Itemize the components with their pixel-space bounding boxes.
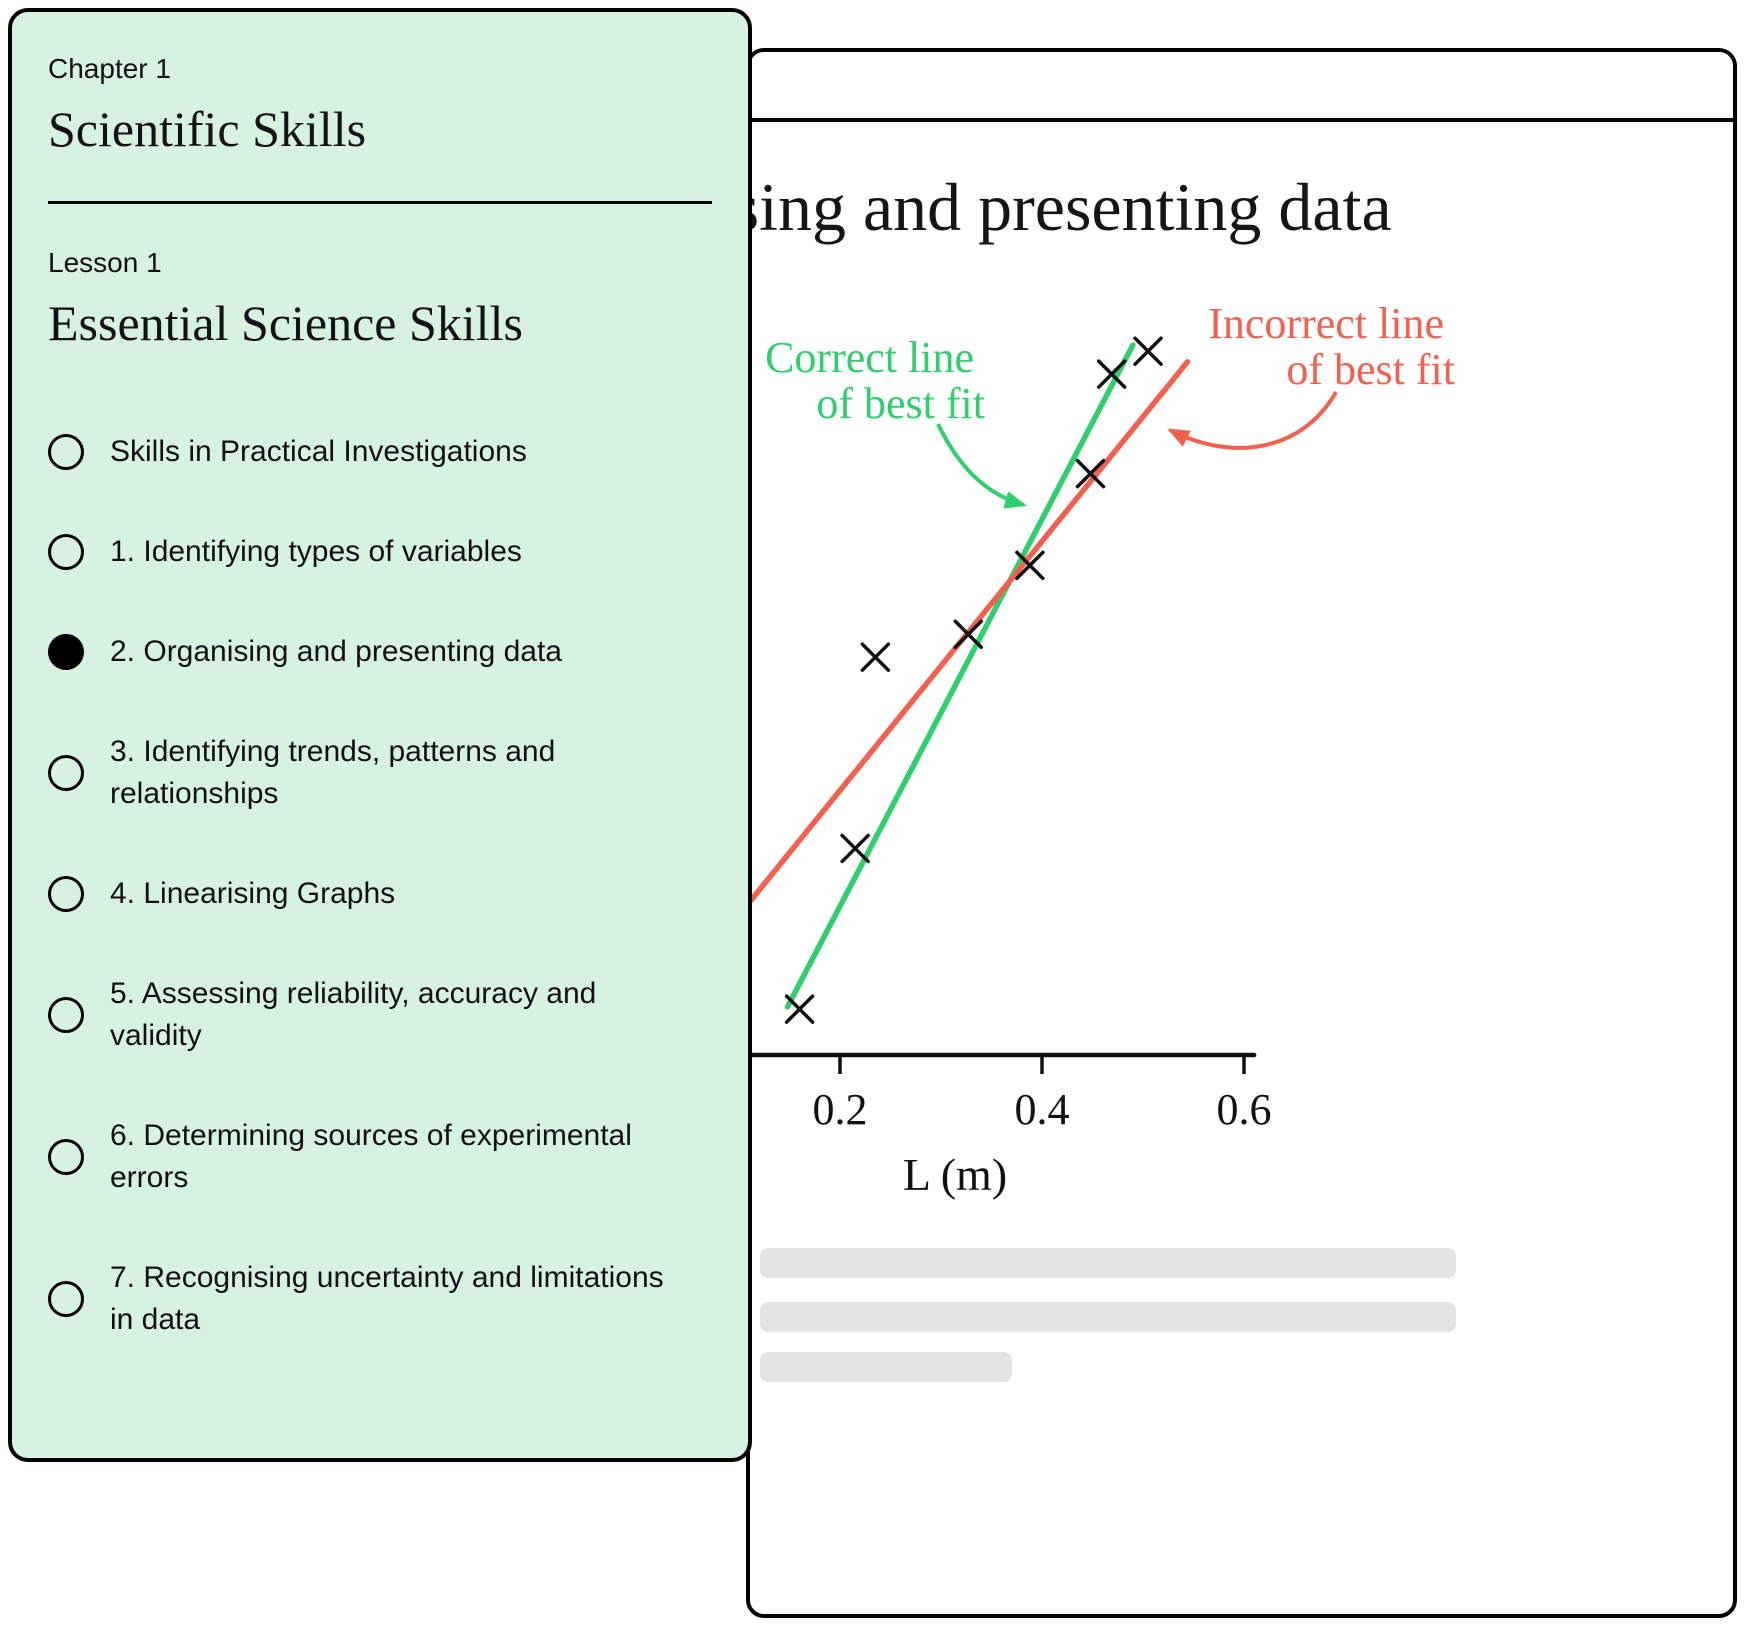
chapter-label: Chapter 1 xyxy=(48,53,171,84)
svg-text:L (m): L (m) xyxy=(903,1149,1007,1200)
lesson-item[interactable]: 4. Linearising Graphs xyxy=(48,873,712,915)
lesson-item-label: 5. Assessing reliability, accuracy and v… xyxy=(110,977,597,1052)
placeholder-text-bar xyxy=(760,1352,1012,1382)
lesson-item-label: 2. Organising and presenting data xyxy=(110,635,562,668)
lesson-list: Skills in Practical Investigations 1. Id… xyxy=(48,431,712,1341)
placeholder-text-bar xyxy=(760,1302,1456,1332)
lesson-title: Essential Science Skills xyxy=(48,295,523,351)
incorrect-fit-arrow xyxy=(1167,391,1338,450)
chapter-title: Scientific Skills xyxy=(48,101,367,157)
lesson-item-label: 7. Recognising uncertainty and limitatio… xyxy=(110,1261,664,1336)
radio-icon[interactable] xyxy=(48,876,84,912)
lesson-item[interactable]: 5. Assessing reliability, accuracy and v… xyxy=(48,973,712,1057)
radio-icon[interactable] xyxy=(48,534,84,570)
svg-text:0.6: 0.6 xyxy=(1217,1085,1272,1134)
correct-fit-label: Correct line of best fit xyxy=(765,333,985,428)
radio-icon[interactable] xyxy=(48,755,84,791)
lesson-item-label: 3. Identifying trends, patterns and rela… xyxy=(110,735,556,810)
placeholder-text-bar xyxy=(760,1248,1456,1278)
radio-icon[interactable] xyxy=(48,434,84,470)
lesson-item[interactable]: 2. Organising and presenting data xyxy=(48,631,712,673)
svg-text:0.4: 0.4 xyxy=(1015,1085,1070,1134)
panel-divider xyxy=(48,201,712,204)
radio-icon[interactable] xyxy=(48,997,84,1033)
chart-plot-area: 0.2 0.4 0.6 L (m) xyxy=(696,336,1272,1200)
radio-icon[interactable] xyxy=(48,634,84,670)
lesson-label: Lesson 1 xyxy=(48,247,162,278)
lesson-item-label: 1. Identifying types of variables xyxy=(110,535,522,568)
radio-icon[interactable] xyxy=(48,1281,84,1317)
incorrect-fit-label: Incorrect line of best fit xyxy=(1208,299,1455,394)
best-fit-chart: 0.2 0.4 0.6L (m) Correct line of best fit … xyxy=(696,299,1455,1200)
lesson-item[interactable]: 1. Identifying types of variables xyxy=(48,531,712,573)
lesson-item[interactable]: 7. Recognising uncertainty and limitatio… xyxy=(48,1257,712,1341)
lesson-item-label: 6. Determining sources of experimental e… xyxy=(110,1119,632,1194)
radio-icon[interactable] xyxy=(48,1139,84,1175)
lesson-item-label: 4. Linearising Graphs xyxy=(110,877,396,910)
lesson-item[interactable]: 3. Identifying trends, patterns and rela… xyxy=(48,731,712,815)
svg-text:0.2: 0.2 xyxy=(813,1085,868,1134)
correct-fit-arrow xyxy=(936,423,1027,509)
lesson-item[interactable]: 6. Determining sources of experimental e… xyxy=(48,1115,712,1199)
page-header-bar xyxy=(750,52,1733,122)
lesson-panel: Chapter 1 Scientific Skills Lesson 1 Ess… xyxy=(8,8,752,1462)
lesson-item-label: Skills in Practical Investigations xyxy=(110,435,527,468)
lesson-item[interactable]: Skills in Practical Investigations xyxy=(48,431,712,473)
